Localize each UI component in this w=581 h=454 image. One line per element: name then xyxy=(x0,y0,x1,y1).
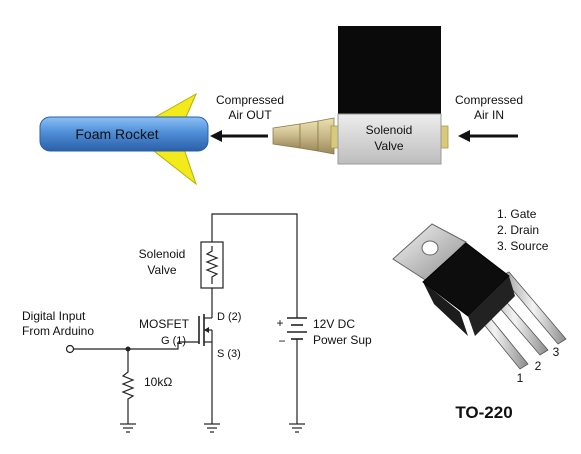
solenoid-valve: Solenoid Valve xyxy=(330,26,449,165)
package-body-side xyxy=(423,282,468,336)
rocket-label: Foam Rocket xyxy=(75,126,158,142)
air-out-arrow xyxy=(210,130,268,142)
pin-list-item-1: 1. Gate xyxy=(497,207,537,221)
air-in-label-line1: Compressed xyxy=(455,93,523,107)
input-terminal xyxy=(65,344,75,354)
supply-label-line2: Power Sup xyxy=(313,333,372,347)
wire-top-rail xyxy=(211,213,298,318)
pin-number-1: 1 xyxy=(517,371,524,385)
resistor-label: 10kΩ xyxy=(144,375,172,389)
air-in-arrow xyxy=(458,130,518,142)
coil-label-line2: Valve xyxy=(147,263,176,277)
mounting-hole xyxy=(421,240,439,256)
valve-body xyxy=(337,113,442,165)
pin-number-2: 2 xyxy=(535,359,542,373)
pin-list-item-2: 2. Drain xyxy=(497,223,539,237)
ground-symbol-resistor xyxy=(120,423,136,433)
mosfet-symbol xyxy=(178,314,213,346)
foam-rocket: Foam Rocket xyxy=(39,92,209,186)
pin-number-3: 3 xyxy=(553,345,560,359)
ground-symbol-source xyxy=(204,423,220,433)
coil-resistor-zigzag xyxy=(205,246,219,284)
valve-label-line2: Valve xyxy=(374,139,403,153)
input-label-line1: Digital Input xyxy=(22,309,86,323)
pulldown-resistor xyxy=(121,349,135,424)
pin-list-item-3: 3. Source xyxy=(497,239,549,253)
coil-label-line1: Solenoid xyxy=(139,247,186,261)
air-in-label-line2: Air IN xyxy=(474,108,504,122)
to220-package: 1 2 3 xyxy=(392,223,567,385)
wire-gate xyxy=(74,342,179,350)
air-out-label-line1: Compressed xyxy=(216,93,284,107)
air-out-label-line2: Air OUT xyxy=(228,108,272,122)
input-label-line2: From Arduino xyxy=(22,324,94,338)
pin-list: 1. Gate 2. Drain 3. Source xyxy=(497,207,549,253)
source-label: S (3) xyxy=(217,348,241,360)
package-name: TO-220 xyxy=(455,403,512,422)
battery-symbol xyxy=(287,317,307,424)
circuit-schematic: Solenoid Valve MOSFET G (1) D (2) S (3) xyxy=(22,213,372,433)
battery-plus: + xyxy=(276,316,283,330)
drain-label: D (2) xyxy=(217,311,241,323)
mosfet-label: MOSFET xyxy=(139,317,190,331)
ground-symbol-battery xyxy=(289,423,305,433)
valve-label-line1: Solenoid xyxy=(366,123,413,137)
supply-label-line1: 12V DC xyxy=(313,317,355,331)
hose-barb-fitting xyxy=(272,117,335,155)
gate-label: G (1) xyxy=(161,335,186,347)
valve-coil xyxy=(338,26,441,116)
rocket-body xyxy=(39,116,209,152)
rocket-fin-bottom xyxy=(148,145,198,186)
battery-minus: − xyxy=(278,334,285,348)
